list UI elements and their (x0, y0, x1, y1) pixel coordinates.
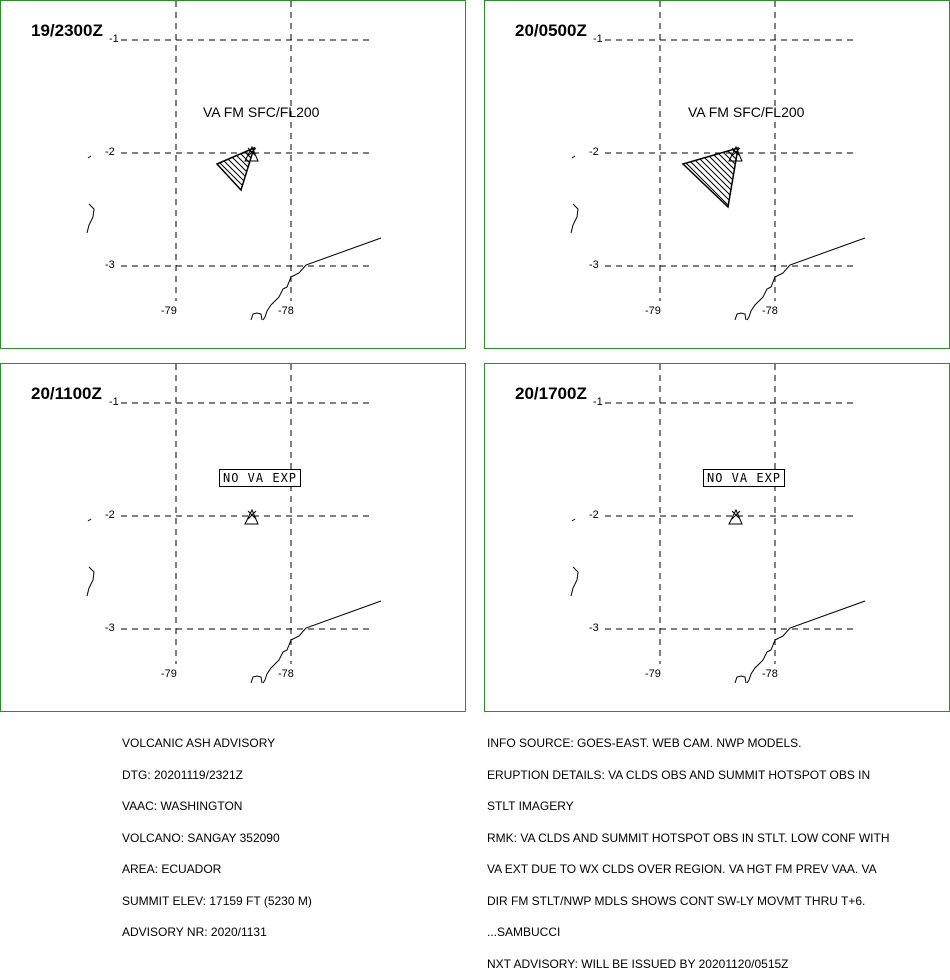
lat-tick-mid: -2 (589, 509, 599, 521)
advisory-line: SUMMIT ELEV: 17159 FT (5230 M) (122, 893, 312, 908)
map-canvas (86, 364, 382, 684)
advisory-line: DIR FM STLT/NWP MDLS SHOWS CONT SW-LY MO… (487, 893, 866, 908)
lat-tick-bot: -3 (589, 259, 599, 271)
lat-tick-top: -1 (109, 396, 119, 408)
valid-time-label: 20/0500Z (515, 21, 587, 40)
lat-tick-bot: -3 (589, 622, 599, 634)
va-height-text: VA FM SFC/FL200 (203, 104, 320, 120)
ash-polygon-large (681, 146, 739, 209)
lon-tick-left: -79 (161, 305, 177, 317)
advisory-line: ...SAMBUCCI (487, 925, 561, 939)
lon-tick-right: -78 (278, 305, 294, 317)
lat-tick-top: -1 (593, 396, 603, 408)
advisory-line: RMK: VA CLDS AND SUMMIT HOTSPOT OBS IN S… (487, 830, 890, 845)
forecast-panel-4: 20/1700Z -1 -2 -3 -79 -78 NO VA EXP (484, 363, 950, 712)
volcano-icon (244, 145, 259, 162)
lat-lon-grid (605, 1, 858, 301)
advisory-line: STLT IMAGERY (487, 799, 574, 813)
lon-tick-left: -79 (645, 668, 661, 680)
lon-tick-right: -78 (762, 305, 778, 317)
lon-tick-right: -78 (278, 668, 294, 680)
valid-time-label: 20/1100Z (31, 384, 102, 403)
lat-lon-grid (121, 364, 374, 664)
map-canvas (570, 1, 866, 321)
advisory-line: VAAC: WASHINGTON (122, 799, 243, 813)
advisory-line: DTG: 20201119/2321Z (122, 767, 243, 782)
advisory-line: INFO SOURCE: GOES-EAST. WEB CAM. NWP MOD… (487, 736, 802, 750)
lat-tick-mid: -2 (105, 509, 115, 521)
lon-tick-right: -78 (762, 668, 778, 680)
advisory-line: VA EXT DUE TO WX CLDS OVER REGION. VA HG… (487, 862, 877, 876)
volcano-icon (728, 508, 743, 525)
no-va-expected-box: NO VA EXP (703, 469, 786, 487)
forecast-panel-3: 20/1100Z -1 -2 -3 -79 -78 NO VA EXP (0, 363, 466, 712)
forecast-panel-1: 19/2300Z -1 -2 -3 -79 -78 VA FM SFC/FL20… (0, 0, 466, 349)
advisory-line: ADVISORY NR: 2020/1131 (122, 925, 267, 939)
valid-time-label: 19/2300Z (31, 21, 103, 40)
advisory-header-block: VOLCANIC ASH ADVISORY DTG: 20201119/2321… (122, 717, 312, 948)
lat-lon-grid (605, 364, 858, 664)
lat-tick-top: -1 (593, 33, 603, 45)
advisory-line: NXT ADVISORY: WILL BE ISSUED BY 20201120… (487, 956, 789, 971)
lat-tick-bot: -3 (105, 259, 115, 271)
coastline (570, 155, 866, 321)
ash-polygon-small (215, 146, 256, 192)
coastline (570, 518, 866, 684)
volcano-icon (244, 508, 259, 525)
coastline (86, 518, 382, 684)
forecast-panel-2: 20/0500Z -1 -2 -3 -79 -78 VA FM SFC/FL20… (484, 0, 950, 349)
advisory-line: ERUPTION DETAILS: VA CLDS OBS AND SUMMIT… (487, 767, 871, 782)
va-height-text: VA FM SFC/FL200 (688, 104, 805, 120)
advisory-line: VOLCANIC ASH ADVISORY (122, 736, 276, 750)
volcano-icon (728, 145, 743, 162)
advisory-remarks-block: INFO SOURCE: GOES-EAST. WEB CAM. NWP MOD… (487, 717, 890, 980)
map-canvas (570, 364, 866, 684)
coastline (86, 155, 382, 321)
advisory-line: VOLCANO: SANGAY 352090 (122, 830, 280, 845)
lat-tick-mid: -2 (105, 146, 115, 158)
lat-lon-grid (121, 1, 374, 301)
lat-tick-bot: -3 (105, 622, 115, 634)
lat-tick-mid: -2 (589, 146, 599, 158)
valid-time-label: 20/1700Z (515, 384, 587, 403)
lon-tick-left: -79 (161, 668, 177, 680)
lon-tick-left: -79 (645, 305, 661, 317)
map-canvas (86, 1, 382, 321)
lat-tick-top: -1 (109, 33, 119, 45)
no-va-expected-box: NO VA EXP (219, 469, 302, 487)
advisory-line: AREA: ECUADOR (122, 862, 222, 876)
